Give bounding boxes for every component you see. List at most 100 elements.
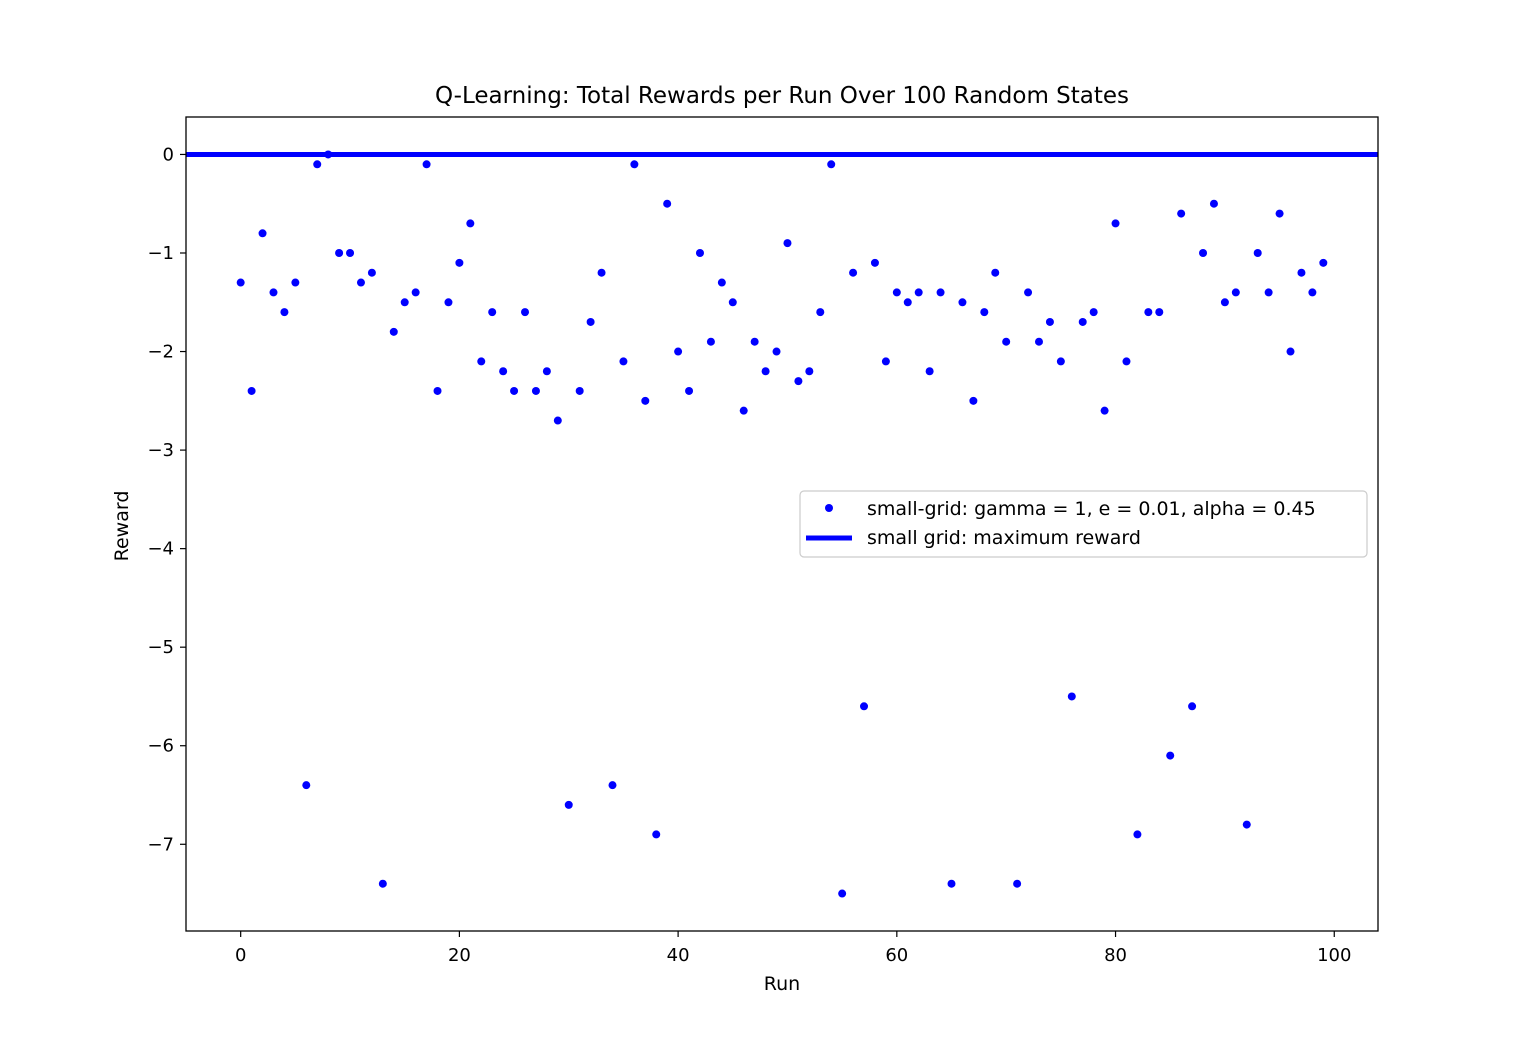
data-point — [269, 288, 278, 297]
data-point — [1100, 406, 1109, 415]
legend: small-grid: gamma = 1, e = 0.01, alpha =… — [799, 490, 1368, 558]
data-point — [1231, 288, 1240, 297]
data-point — [881, 357, 890, 366]
data-point — [597, 268, 606, 277]
data-point — [849, 268, 858, 277]
data-point — [499, 367, 508, 376]
data-point — [794, 377, 803, 386]
legend-label-scatter: small-grid: gamma = 1, e = 0.01, alpha =… — [867, 498, 1316, 520]
data-point — [1024, 288, 1033, 297]
data-point — [739, 406, 748, 415]
data-point — [280, 308, 289, 317]
data-point — [335, 249, 344, 257]
data-point — [925, 367, 934, 376]
data-point — [542, 367, 551, 376]
data-point — [1034, 337, 1043, 346]
data-point — [324, 150, 333, 159]
data-point — [816, 308, 825, 317]
data-point — [1199, 249, 1208, 257]
legend-box — [799, 490, 1368, 558]
data-point — [1220, 298, 1229, 307]
data-point — [1286, 347, 1295, 356]
y-tick-label: −7 — [147, 834, 174, 855]
y-tick-label: −2 — [147, 342, 174, 363]
data-point — [455, 258, 464, 267]
data-point — [892, 288, 901, 297]
data-point — [827, 160, 836, 169]
data-point — [367, 268, 376, 277]
data-point — [1002, 337, 1011, 346]
data-point — [1067, 692, 1076, 701]
data-point — [477, 357, 486, 366]
data-point — [914, 288, 923, 297]
data-point — [510, 386, 519, 395]
data-point — [521, 308, 530, 317]
data-point — [1144, 308, 1153, 317]
data-point — [411, 288, 420, 297]
data-point — [1319, 258, 1328, 267]
data-point — [1188, 702, 1197, 711]
data-point — [444, 298, 453, 307]
data-point — [728, 298, 737, 307]
data-point — [389, 327, 398, 336]
data-point — [1209, 199, 1218, 208]
data-point — [1078, 317, 1087, 326]
y-axis-label: Reward — [111, 491, 133, 562]
data-point — [936, 288, 945, 297]
data-point — [958, 298, 967, 307]
legend-marker-scatter — [825, 504, 833, 512]
data-point — [652, 830, 661, 839]
data-point — [575, 386, 584, 395]
data-point — [695, 249, 704, 257]
data-point — [1155, 308, 1164, 317]
data-point — [1308, 288, 1317, 297]
data-point — [750, 337, 759, 346]
data-point — [980, 308, 989, 317]
data-point — [772, 347, 781, 356]
x-tick-label: 100 — [1317, 945, 1351, 966]
data-point — [346, 249, 355, 257]
data-point — [302, 781, 311, 790]
y-tick-label: −1 — [147, 243, 174, 264]
plot-frame — [185, 116, 1379, 932]
data-point — [805, 367, 814, 376]
data-point — [717, 278, 726, 287]
data-point — [531, 386, 540, 395]
data-point — [761, 367, 770, 376]
data-point — [674, 347, 683, 356]
data-point — [783, 239, 792, 248]
x-tick-label: 20 — [448, 945, 471, 966]
data-point — [991, 268, 1000, 277]
data-point — [466, 219, 475, 228]
data-point — [608, 781, 617, 790]
data-point — [313, 160, 322, 169]
data-point — [356, 278, 365, 287]
data-point — [1089, 308, 1098, 317]
data-point — [947, 879, 956, 888]
data-point — [1111, 219, 1120, 228]
x-tick-label: 80 — [1104, 945, 1127, 966]
y-axis: 0 −1 −2 −3 −4 −5 −6 −7 — [147, 144, 186, 855]
y-tick-label: −5 — [147, 637, 174, 658]
data-point — [1297, 268, 1306, 277]
x-tick-label: 60 — [885, 945, 908, 966]
data-point — [969, 396, 978, 405]
data-point — [1242, 820, 1251, 829]
data-point — [641, 396, 650, 405]
data-point — [1045, 317, 1054, 326]
data-point — [378, 879, 387, 888]
data-point — [586, 317, 595, 326]
data-point — [1056, 357, 1065, 366]
data-point — [1264, 288, 1273, 297]
data-point — [488, 308, 497, 317]
data-point — [400, 298, 409, 307]
data-point — [1122, 357, 1131, 366]
data-point — [1133, 830, 1142, 839]
data-point — [1013, 879, 1022, 888]
data-point — [838, 889, 847, 898]
data-point — [619, 357, 628, 366]
data-point — [236, 278, 245, 287]
data-point — [630, 160, 639, 169]
data-point — [706, 337, 715, 346]
